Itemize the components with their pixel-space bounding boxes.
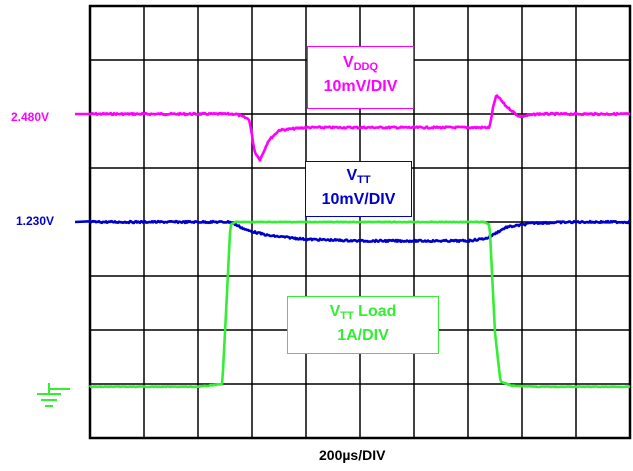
vddq-name-sub: DDQ (353, 61, 379, 73)
ground-icon (37, 383, 70, 407)
load-name-main: V (329, 303, 341, 320)
vddq-name-main: V (342, 54, 354, 71)
load-series-name: VTT Load (288, 302, 438, 326)
vtt-level-label: 1.230V (16, 214, 55, 228)
vtt-scale: 10mV/DIV (321, 191, 396, 208)
vtt-name-sub: TT (357, 174, 371, 186)
vddq-scale: 10mV/DIV (323, 78, 398, 95)
x-axis-label: 200µs/DIV (319, 447, 386, 463)
vtt-legend-box: VTT 10mV/DIV (305, 161, 412, 217)
load-name-suffix: Load (353, 303, 397, 320)
vtt-name-main: V (346, 167, 358, 184)
vddq-level-label: 2.480V (11, 110, 50, 124)
load-legend-box: VTT Load 1A/DIV (287, 296, 439, 354)
load-scale: 1A/DIV (337, 327, 389, 344)
load-trace (88, 220, 631, 389)
vddq-series-name: VDDQ (308, 53, 413, 77)
vddq-trace (75, 94, 631, 162)
vddq-legend-box: VDDQ 10mV/DIV (307, 46, 414, 109)
load-name-sub: TT (340, 310, 354, 322)
vtt-trace (74, 219, 631, 244)
traces (74, 94, 631, 389)
vtt-series-name: VTT (306, 166, 411, 190)
